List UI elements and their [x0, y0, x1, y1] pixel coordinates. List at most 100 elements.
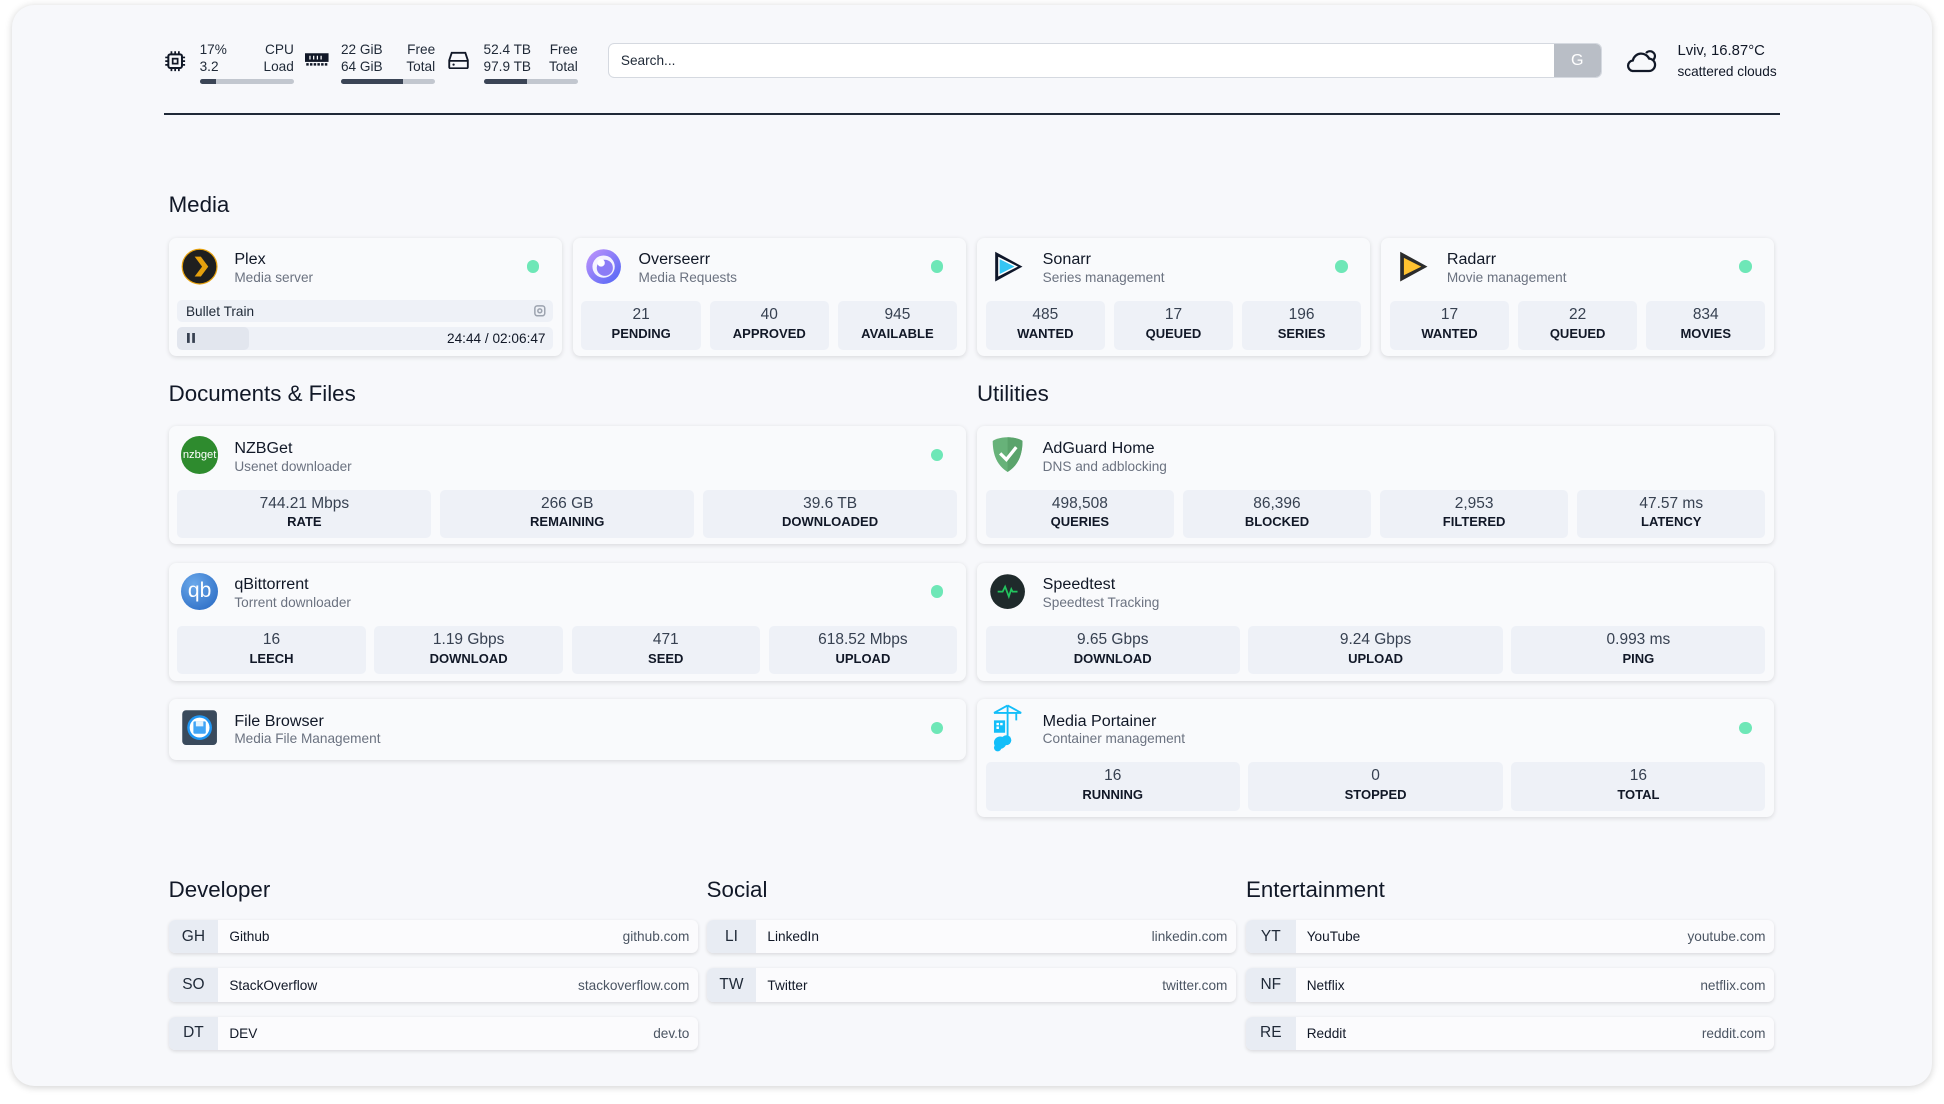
stat-approved: 40 APPROVED	[709, 301, 829, 350]
memory-total: 64 GiB	[340, 59, 383, 75]
section-title-media: Media	[168, 192, 230, 218]
pause-icon[interactable]	[187, 333, 196, 344]
status-dot	[526, 260, 540, 273]
service-name: File Browser	[234, 711, 324, 730]
service-description: Container management	[1042, 731, 1186, 747]
cpu-icon	[164, 50, 185, 71]
bookmark-linkedin[interactable]: LI LinkedIn linkedin.com	[706, 919, 1237, 954]
stat-label: FILTERED	[1442, 514, 1506, 530]
stat-stopped: 0 STOPPED	[1248, 762, 1503, 811]
stat-running: 16 RUNNING	[985, 762, 1240, 811]
dashboard-panel	[12, 4, 1932, 1087]
bookmark-name: DEV	[229, 1025, 258, 1041]
free-label: Free	[549, 41, 578, 57]
bookmark-name: Netflix	[1306, 977, 1345, 993]
bookmark-name: Github	[229, 929, 270, 945]
cpu-label: CPU	[265, 41, 294, 57]
service-card-portainer[interactable]: Media Portainer Container management 16 R…	[976, 699, 1775, 817]
stats-row: 21 PENDING 40 APPROVED 945 AVAILABLE	[581, 301, 958, 350]
playback-progress[interactable]: 24:44 / 02:06:47	[177, 327, 553, 350]
bookmark-stackoverflow[interactable]: SO StackOverflow stackoverflow.com	[168, 968, 698, 1002]
stat-label: PING	[1622, 650, 1655, 666]
stats-row: 498,508 QUERIES 86,396 BLOCKED 2,953 FILTERED…	[985, 489, 1766, 539]
service-card-adguard[interactable]: AdGuard Home DNS and adblocking 498,508 Q…	[976, 426, 1775, 545]
now-playing: Bullet Train	[177, 300, 553, 323]
bookmark-url: dev.to	[653, 1025, 690, 1041]
service-card-sonarr[interactable]: Sonarr Series management 485 WANTED 17 QUEU…	[976, 238, 1370, 356]
stats-row: 16 LEECH 1.19 Gbps DOWNLOAD 471 SEED 618.52 Mb…	[177, 626, 958, 675]
status-dot	[1335, 260, 1348, 273]
stat-value: 834	[1692, 306, 1719, 324]
stat-label: REMAINING	[530, 514, 605, 530]
stat-value: 16	[1104, 767, 1122, 785]
stat-value: 17	[1440, 306, 1459, 324]
search-button[interactable]: G	[1553, 44, 1601, 78]
stat-label: STOPPED	[1344, 787, 1407, 802]
search-input[interactable]	[608, 44, 1554, 78]
status-dot	[931, 448, 944, 462]
service-card-speedtest[interactable]: Speedtest Speedtest Tracking 9.65 Gbps DO…	[976, 562, 1775, 681]
bookmark-abbr: LI	[706, 919, 757, 954]
stat-download: 1.19 Gbps DOWNLOAD	[374, 626, 563, 675]
service-card-qbittorrent[interactable]: qb qBittorrent Torrent downloader 16 LEEC…	[168, 562, 966, 681]
weather-description: scattered clouds	[1677, 64, 1777, 80]
stat-value: 2,953	[1454, 494, 1494, 512]
service-card-plex[interactable]: Plex Media server Bullet Train 24:44 / 0…	[168, 238, 562, 356]
stat-label: PENDING	[611, 325, 671, 341]
stat-label: MOVIES	[1680, 325, 1732, 341]
stat-total: 16 TOTAL	[1511, 762, 1766, 811]
stat-label: QUERIES	[1050, 514, 1110, 530]
stat-value: 16	[1629, 767, 1648, 785]
bookmark-reddit[interactable]: RE Reddit reddit.com	[1245, 1016, 1775, 1051]
free-label: Free	[407, 41, 436, 57]
bookmark-dev[interactable]: DT DEV dev.to	[168, 1016, 698, 1051]
stat-series: 196 SERIES	[1241, 301, 1362, 350]
section-title-documents: Documents & Files	[168, 380, 356, 406]
search-bar: G	[607, 43, 1602, 79]
service-name: Radarr	[1446, 250, 1497, 269]
stat-label: WANTED	[1421, 325, 1478, 341]
service-card-overseerr[interactable]: Overseerr Media Requests 21 PENDING 40 APPR…	[572, 238, 966, 356]
total-label: Total	[406, 59, 436, 75]
bookmark-github[interactable]: GH Github github.com	[168, 919, 698, 954]
service-name: Sonarr	[1042, 250, 1092, 269]
qbittorrent-icon: qb	[181, 572, 219, 610]
cpu-stats: 17% CPU 3.2 Load	[199, 41, 294, 85]
disk-icon	[447, 51, 469, 70]
bookmark-abbr: SO	[168, 968, 219, 1002]
stat-value: 9.65 Gbps	[1076, 631, 1149, 649]
stat-value: 618.52 Mbps	[818, 631, 908, 649]
service-description: Series management	[1042, 270, 1165, 286]
bookmark-abbr: DT	[168, 1016, 219, 1051]
bookmark-url: twitter.com	[1162, 977, 1228, 993]
bookmark-abbr: NF	[1245, 968, 1296, 1002]
bookmark-twitter[interactable]: TW Twitter twitter.com	[706, 968, 1237, 1002]
stat-leech: 16 LEECH	[177, 626, 366, 675]
total-label: Total	[548, 59, 578, 75]
stat-value: 17	[1164, 306, 1183, 324]
stats-row: 485 WANTED 17 QUEUED 196 SERIES	[985, 301, 1362, 350]
bookmark-abbr: TW	[706, 968, 757, 1002]
bookmark-name: Reddit	[1306, 1025, 1347, 1041]
nzbget-icon: nzbget	[181, 436, 219, 474]
stat-upload: 618.52 Mbps UPLOAD	[768, 626, 958, 675]
load-label: Load	[263, 59, 294, 75]
service-description: DNS and adblocking	[1042, 458, 1167, 474]
stat-wanted: 485 WANTED	[985, 301, 1106, 350]
plex-icon	[181, 248, 218, 285]
settings-icon[interactable]	[533, 304, 547, 318]
service-name: Overseerr	[638, 250, 711, 269]
service-card-nzbget[interactable]: nzbget NZBGet Usenet downloader 744.21 M…	[168, 426, 966, 545]
stat-download: 9.65 Gbps DOWNLOAD	[985, 626, 1240, 675]
stat-value: 485	[1032, 306, 1059, 324]
service-name: Media Portainer	[1042, 711, 1157, 730]
bookmark-netflix[interactable]: NF Netflix netflix.com	[1245, 968, 1775, 1002]
weather-location-temp: Lviv, 16.87°C	[1677, 43, 1765, 60]
stat-label: UPLOAD	[835, 650, 891, 666]
service-name: qBittorrent	[234, 575, 309, 594]
stat-remaining: 266 GB REMAINING	[440, 489, 695, 539]
service-card-radarr[interactable]: Radarr Movie management 17 WANTED 22 QUEUED…	[1381, 238, 1775, 356]
stat-label: SERIES	[1277, 325, 1326, 341]
service-card-file-browser[interactable]: File Browser Media File Management	[168, 699, 966, 760]
bookmark-youtube[interactable]: YT YouTube youtube.com	[1245, 919, 1775, 954]
